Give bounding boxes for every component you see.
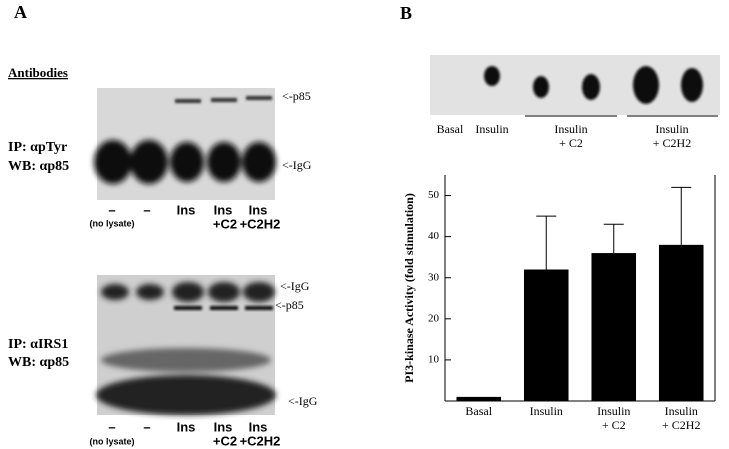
dot-label: Insulin: [554, 122, 587, 136]
dot-label: Insulin: [475, 122, 508, 136]
lane-label: Ins: [249, 202, 268, 217]
panel-label: B: [400, 3, 412, 23]
band-label: <-IgG: [288, 394, 318, 408]
blot-1: [94, 88, 276, 200]
y-tick-label: 20: [428, 312, 440, 324]
lane-label: –: [143, 419, 150, 434]
panel-label: A: [14, 2, 27, 22]
lane-label: –: [143, 202, 150, 217]
wb-label: WB: αp85: [8, 159, 69, 174]
band-label: <-p85: [282, 89, 311, 103]
band-label: <-IgG: [280, 279, 310, 293]
x-tick-label: Insulin + C2H2: [662, 404, 700, 432]
note: (no lysate): [89, 218, 134, 228]
dot-label: Basal: [437, 122, 464, 136]
y-axis-label: PI3-kinase Activity (fold stimulation): [402, 193, 416, 383]
bar: [456, 396, 502, 401]
y-tick-label: 10: [428, 353, 440, 365]
x-tick-label: Basal: [465, 404, 492, 418]
lane-label: +C2: [213, 216, 237, 231]
dot-label: + C2H2: [653, 136, 691, 150]
y-tick-label: 30: [428, 271, 440, 283]
ip-label: IP: αpTyr: [8, 140, 67, 155]
ip-label: IP: αIRS1: [8, 337, 68, 352]
lane-label: Ins: [177, 202, 196, 217]
bar: [658, 244, 704, 401]
bar: [591, 253, 637, 401]
wb-label: WB: αp85: [8, 355, 69, 370]
lane-label: +C2H2: [240, 433, 281, 448]
lane-label: +C2H2: [240, 216, 281, 231]
lane-label: –: [108, 419, 115, 434]
lane-label: Ins: [249, 419, 268, 434]
lane-label: –: [108, 202, 115, 217]
band-label: <-p85: [275, 298, 304, 312]
dot-blot: [430, 55, 720, 117]
lane-label: Ins: [214, 202, 233, 217]
x-tick-label: Insulin: [530, 404, 563, 418]
note: (no lysate): [89, 436, 134, 446]
y-tick-label: 50: [428, 189, 440, 201]
heading: Antibodies: [8, 65, 68, 80]
dot-label: Insulin: [655, 122, 688, 136]
x-tick-label: Insulin + C2: [597, 404, 630, 432]
blot-2: [96, 275, 276, 415]
lane-label: Ins: [177, 419, 196, 434]
lane-label: +C2: [213, 433, 237, 448]
lane-label: Ins: [214, 419, 233, 434]
band-label: <-IgG: [282, 158, 312, 172]
dot-label: + C2: [559, 136, 583, 150]
bar: [523, 269, 569, 401]
y-tick-label: 40: [428, 230, 440, 242]
